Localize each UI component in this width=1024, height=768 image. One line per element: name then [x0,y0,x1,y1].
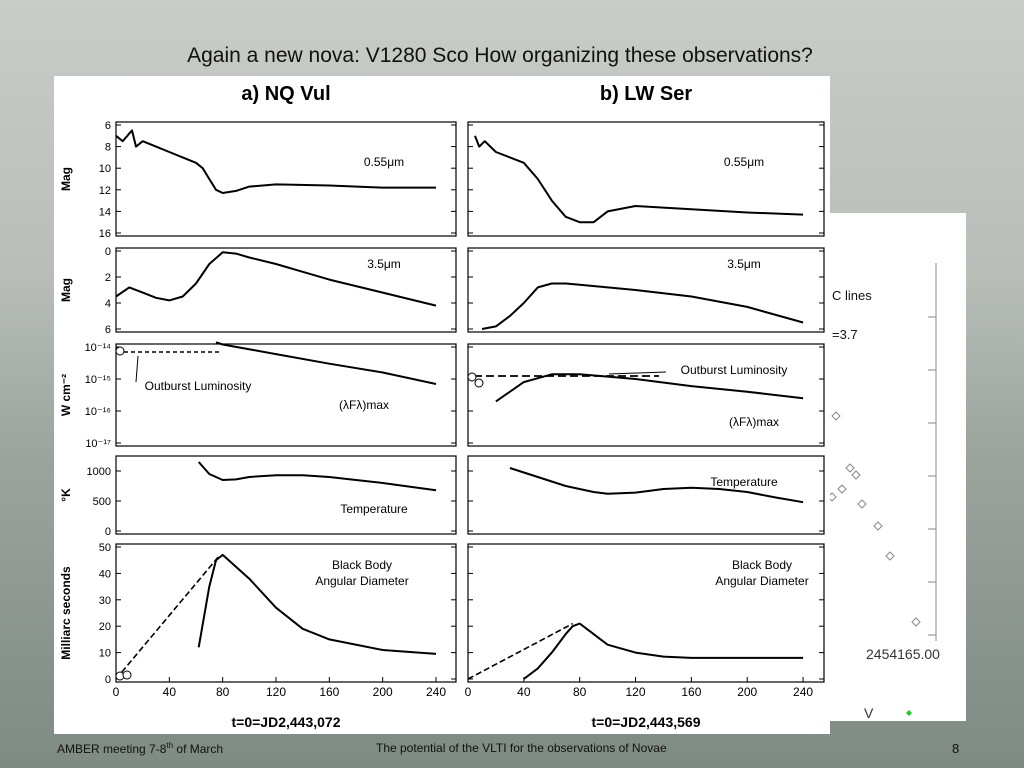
annot-outburst-b: Outburst Luminosity [681,363,788,377]
y-axis-label-4: Milliarc seconds [59,566,73,660]
y-tick-label-3-0: 1000 [87,466,111,478]
series-line-a-3-0 [197,461,437,492]
x-tick-label-b-0: 0 [465,685,472,699]
annot-wavelength-b: 0.55μm [724,155,764,169]
overlay-diamond-markers [827,411,921,627]
panel-frame-b-1 [467,247,825,333]
overlay-legend-v: V [864,705,874,721]
y-tick-label-3-2: 0 [105,526,111,538]
x-tick-label-b-4: 160 [681,685,701,699]
x-tick-label-a-3: 120 [266,685,286,699]
x-tick-label-a-5: 200 [373,685,393,699]
panel-frame-b-0 [467,121,825,237]
time-origin-label-b: t=0=JD2,443,569 [592,714,701,730]
y-tick-label-4-4: 10 [99,648,111,660]
x-tick-label-a-2: 80 [216,685,230,699]
annot-bb-line2-a: Angular Diameter [315,574,408,588]
y-tick-label-2-2: 10⁻¹⁶ [85,406,111,418]
series-line-b-2-0 [495,373,804,403]
column-heading-a: a) NQ Vul [241,83,330,105]
footer-meeting: AMBER meeting 7-8th of March [57,741,224,756]
panel-frame-a-1 [115,247,457,333]
overlay-x-label: 2454165.00 [866,646,940,662]
panel-frame-a-2 [115,343,457,447]
annot-ir-band-b: 3.5μm [727,257,761,271]
x-tick-label-b-3: 120 [626,685,646,699]
y-tick-label-4-0: 50 [99,542,111,554]
footer-subject: The potential of the VLTI for the observ… [376,741,667,755]
column-heading-b: b) LW Ser [600,83,692,105]
y-tick-label-0-2: 10 [99,163,111,175]
y-axis-label-0: Mag [59,167,73,191]
slide-title: Again a new nova: V1280 Sco How organizi… [187,44,813,67]
y-tick-label-1-0: 0 [105,246,111,258]
y-axis-label-3: °K [59,488,73,502]
annot-temperature-a: Temperature [340,502,408,516]
outburst-marker-a [115,346,125,356]
outburst-marker-b1 [467,372,477,382]
diameter-marker-a2 [122,670,132,680]
annot-outburst-a: Outburst Luminosity [145,379,252,393]
x-tick-label-a-6: 240 [426,685,446,699]
overlay-chart: C lines =3.7 2454165.00 V [826,213,966,721]
overlay-text-lines: C lines [832,288,872,303]
x-tick-label-a-1: 40 [163,685,177,699]
y-axis-label-1: Mag [59,278,73,302]
panel-frame-b-2 [467,343,825,447]
y-tick-label-0-1: 8 [105,142,111,154]
overlay-text-value: =3.7 [832,327,858,342]
annot-ir-band-a: 3.5μm [367,257,401,271]
overlay-green-marker [906,710,912,716]
y-tick-label-0-4: 14 [99,206,111,218]
x-tick-label-b-2: 80 [573,685,587,699]
annot-bb-line1-a: Black Body [332,558,392,572]
series-line-b-0-0 [474,135,804,224]
y-tick-label-1-2: 4 [105,298,111,310]
series-line-a-2-0 [215,341,437,385]
panel-frame-a-4 [115,543,457,683]
series-line-b-1-0 [481,282,804,330]
y-tick-label-1-3: 6 [105,324,111,336]
y-tick-label-0-5: 16 [99,228,111,240]
y-axis-label-2: W cm⁻² [59,374,73,416]
annot-temperature-b: Temperature [710,475,778,489]
y-tick-label-4-5: 0 [105,674,111,686]
y-tick-label-4-1: 40 [99,568,111,580]
panel-frame-a-0 [115,121,457,237]
annot-flux-max-b: (λFλ)max [729,415,779,429]
panel-frame-b-4 [467,543,825,683]
series-line-a-0-0 [115,129,436,194]
time-origin-label-a: t=0=JD2,443,072 [232,714,341,730]
series-line-b-3-0 [509,467,804,504]
series-line-b-4-0 [523,622,804,680]
outburst-arrow-a [135,355,139,383]
y-tick-label-2-1: 10⁻¹⁵ [85,374,111,386]
series-line-b-4-1 [467,622,574,680]
y-tick-label-4-3: 20 [99,621,111,633]
y-tick-label-0-3: 12 [99,185,111,197]
y-tick-label-2-0: 10⁻¹⁴ [85,342,112,354]
panel-frame-a-3 [115,455,457,535]
x-tick-label-b-6: 240 [793,685,813,699]
y-tick-label-3-1: 500 [93,496,111,508]
x-tick-label-a-4: 160 [319,685,339,699]
y-tick-label-2-3: 10⁻¹⁷ [85,438,111,450]
annot-wavelength-a: 0.55μm [364,155,404,169]
panel-frame-b-3 [467,455,825,535]
y-tick-label-4-2: 30 [99,595,111,607]
series-line-a-4-0 [197,553,437,655]
x-tick-label-b-5: 200 [737,685,757,699]
annot-bb-line1-b: Black Body [732,558,792,572]
y-tick-label-1-1: 2 [105,272,111,284]
annot-bb-line2-b: Angular Diameter [715,574,808,588]
x-tick-label-b-1: 40 [517,685,531,699]
nova-figure: a) NQ Vul t=0=JD2,443,072 b) LW Ser t=0=JD2… [54,76,875,734]
x-tick-label-a-0: 0 [113,685,120,699]
outburst-marker-b2 [474,378,484,388]
y-tick-label-0-0: 6 [105,120,111,132]
series-line-a-1-0 [115,251,437,307]
outburst-arrow-b [608,371,667,375]
annot-flux-max-a: (λFλ)max [339,398,389,412]
page-number: 8 [952,741,960,756]
